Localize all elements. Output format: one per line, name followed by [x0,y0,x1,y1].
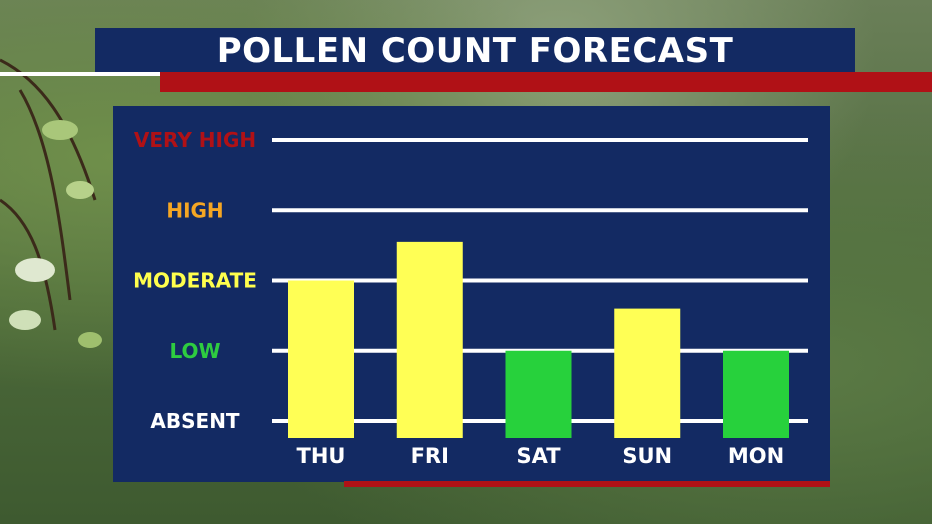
level-label-very-high: VERY HIGH [134,128,256,152]
bar-thu [288,280,354,438]
bar-fri [396,241,463,438]
day-label-sun: SUN [622,444,672,468]
level-label-high: HIGH [166,198,223,222]
accent-white-line [0,72,160,76]
day-label-mon: MON [728,444,784,468]
background-branch [0,58,102,348]
day-label-sat: SAT [516,444,561,468]
level-label-absent: ABSENT [150,409,240,433]
level-label-moderate: MODERATE [133,269,257,293]
page-title: POLLEN COUNT FORECAST [216,31,734,71]
accent-red-stripe [160,72,932,92]
day-label-thu: THU [297,444,346,468]
level-label-low: LOW [169,339,220,363]
bar-sun [614,308,681,438]
title-bar: POLLEN COUNT FORECAST [95,28,855,74]
accent-red-bottom [344,481,830,487]
bar-sat [505,350,572,438]
day-label-fri: FRI [411,444,449,468]
bar-mon [723,350,789,438]
